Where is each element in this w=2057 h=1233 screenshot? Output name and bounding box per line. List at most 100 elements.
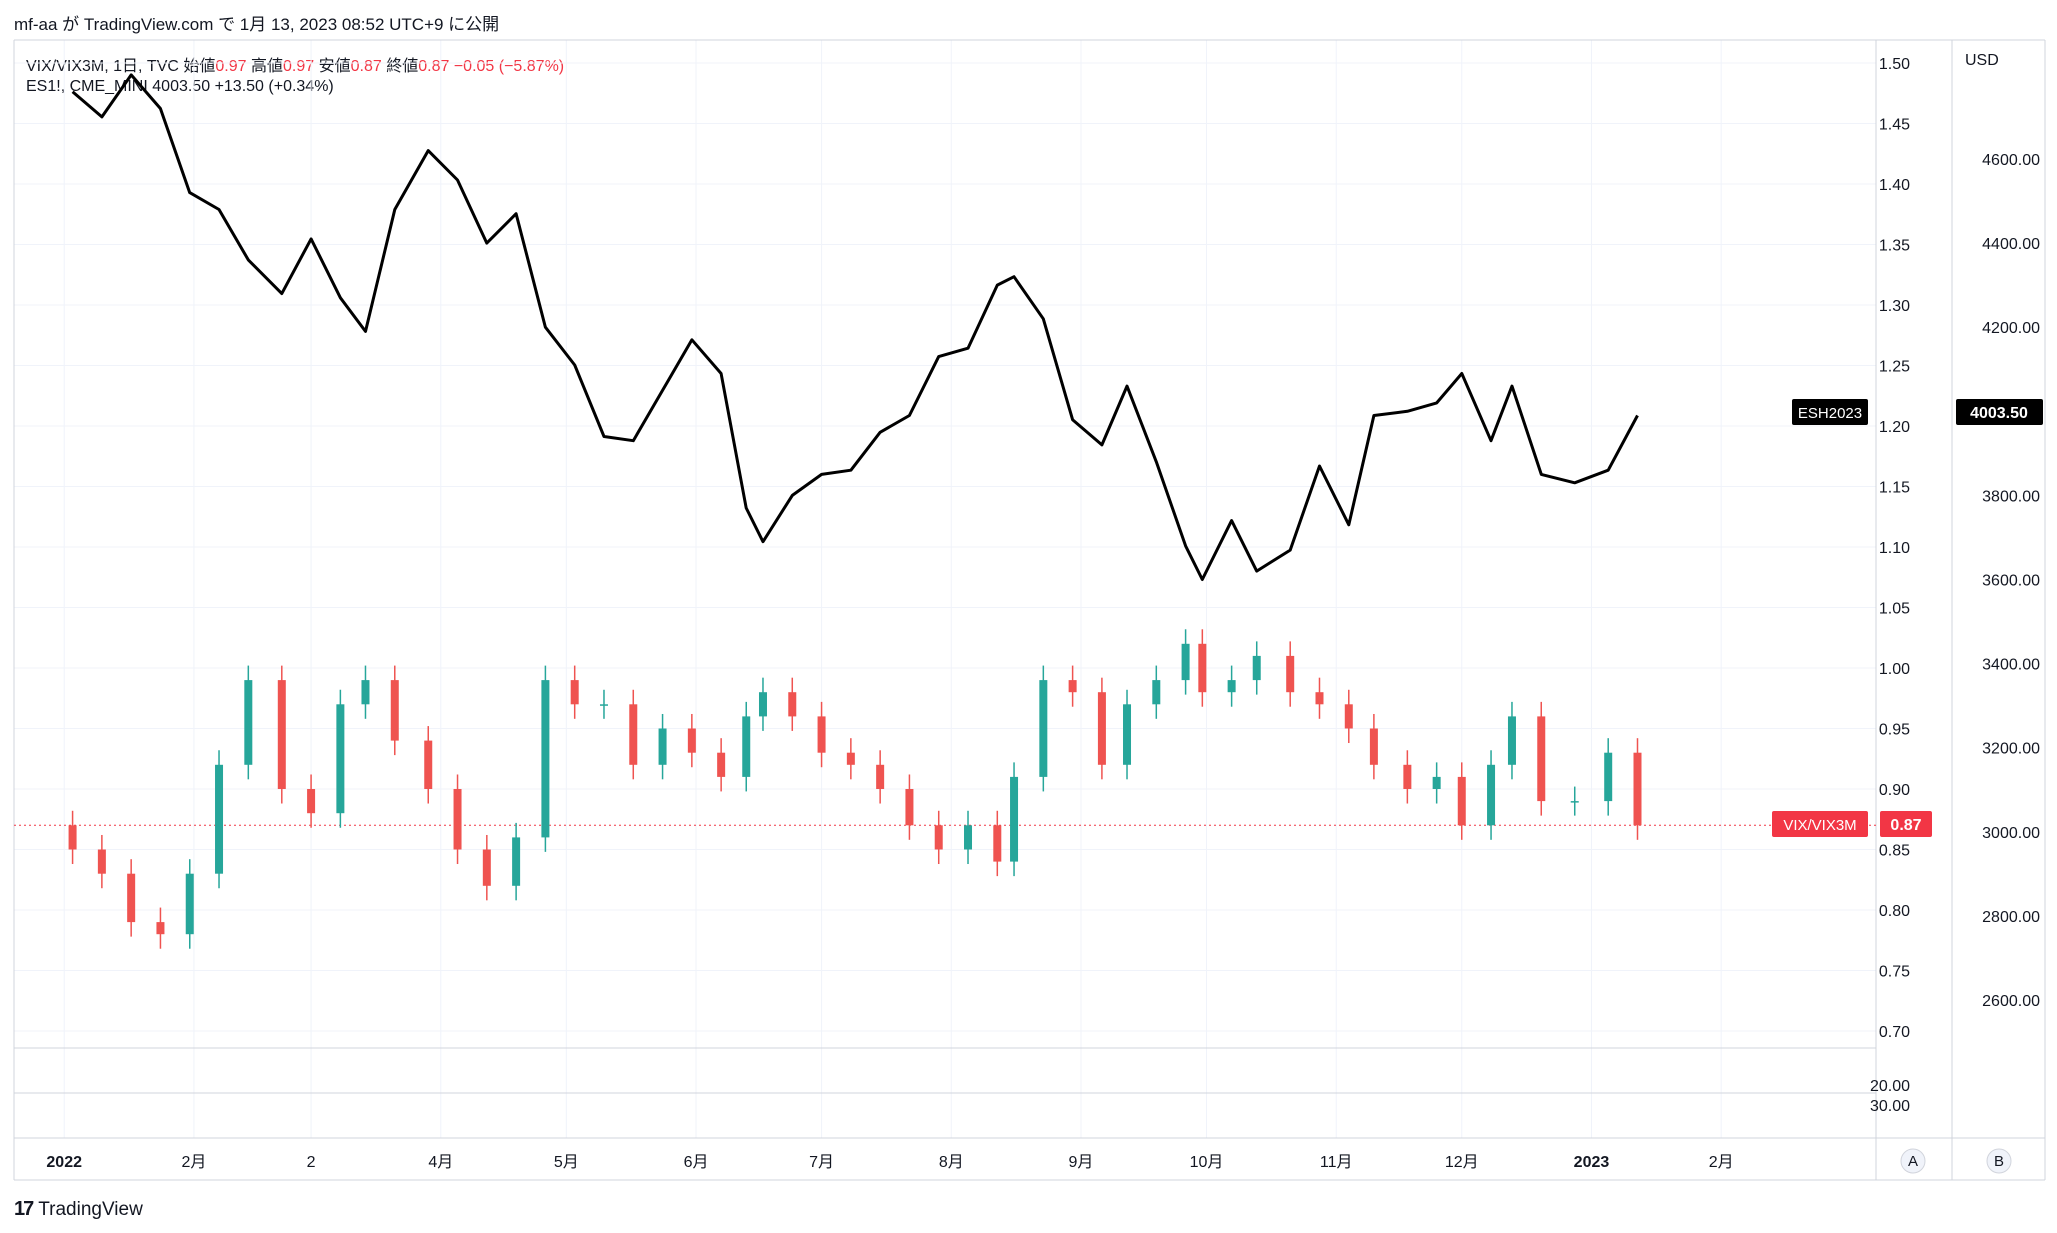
usd-tick-label: 2800.00	[1982, 909, 2040, 926]
candle	[570, 665, 579, 719]
time-tick-label: 7月	[809, 1154, 834, 1171]
usd-tick-label: 4600.00	[1982, 152, 2040, 169]
legend-series2-change: +13.50 (+0.34%)	[214, 78, 334, 95]
lower-pane-tick-label: 30.00	[1870, 1098, 1910, 1115]
ratio-tick-label: 1.00	[1879, 661, 1910, 678]
legend-low-value: 0.87	[350, 58, 382, 75]
time-tick-label: 2023	[1574, 1154, 1610, 1171]
candle	[512, 822, 521, 901]
tradingview-brand-text: TradingView	[38, 1198, 143, 1220]
candle	[1068, 665, 1077, 707]
time-tick-label: 5月	[554, 1154, 579, 1171]
lower-pane-tick-label: 20.00	[1870, 1078, 1910, 1095]
time-tick-label: 12月	[1445, 1154, 1479, 1171]
usd-tick-label: 3400.00	[1982, 657, 2040, 674]
candle	[1432, 762, 1441, 804]
publish-header-text: mf-aa が TradingView.com で 1月 13, 2023 08…	[14, 15, 500, 34]
ratio-tick-label: 1.25	[1879, 359, 1910, 376]
grid-lines	[14, 40, 1876, 1138]
candle	[97, 834, 106, 889]
time-tick-label: 2022	[46, 1154, 82, 1171]
ratio-tick-label: 0.95	[1879, 722, 1910, 739]
candle	[1286, 641, 1295, 707]
vix-badge: VIX/VIX3M	[1772, 811, 1868, 837]
candle	[934, 810, 943, 865]
time-tick-label: 2月	[181, 1154, 206, 1171]
candle	[541, 665, 550, 852]
ratio-tick-label: 0.90	[1879, 782, 1910, 799]
candle	[1457, 762, 1466, 840]
candle	[817, 701, 826, 768]
time-tick-label: 8月	[939, 1154, 964, 1171]
candle	[1123, 689, 1132, 780]
candle	[1344, 689, 1353, 744]
vix-value-badge: 0.87	[1880, 811, 1932, 837]
log-scale-button[interactable]: B	[1986, 1148, 2012, 1174]
legend-change-value: −0.05 (−5.87%)	[453, 58, 565, 75]
legend-close-label: 終値	[386, 58, 419, 75]
ratio-tick-label: 1.45	[1879, 117, 1910, 134]
time-axis: 2022 2月 2 4月 5月 6月 7月 8月 9月 10月 11月 12月 2023 2月	[46, 1154, 1733, 1171]
legend-low-label: 安値	[318, 58, 351, 75]
auto-scale-label: A	[1908, 1153, 1918, 1170]
candle	[215, 750, 224, 889]
usd-tick-label: 4400.00	[1982, 236, 2040, 253]
candle	[905, 774, 914, 840]
candle	[658, 713, 667, 780]
candle	[788, 677, 797, 731]
vix-badge-label: VIX/VIX3M	[1783, 817, 1856, 834]
legend-open-value: 0.97	[215, 58, 247, 75]
candle	[453, 774, 462, 865]
candle	[336, 689, 345, 828]
tradingview-logo-icon: 17	[14, 1198, 34, 1220]
candle	[156, 907, 165, 949]
time-tick-label: 4月	[428, 1154, 453, 1171]
legend-open-label: 始値	[183, 58, 216, 75]
ratio-tick-label: 1.15	[1879, 480, 1910, 497]
candle	[1570, 786, 1579, 816]
time-tick-label: 2月	[1709, 1154, 1734, 1171]
candle	[717, 738, 726, 792]
candle	[1010, 762, 1019, 877]
candle	[68, 810, 77, 865]
tradingview-logo[interactable]: 17 TradingView	[14, 1198, 143, 1221]
es-value-badge: 4003.50	[1956, 399, 2043, 425]
legend-close-value: 0.87	[418, 58, 450, 75]
candle	[1633, 738, 1642, 840]
es-futures-line	[71, 73, 1639, 581]
candle	[1537, 701, 1546, 816]
legend-high-value: 0.97	[283, 58, 315, 75]
ratio-tick-label: 0.70	[1879, 1024, 1910, 1041]
ratio-tick-label: 1.40	[1879, 177, 1910, 194]
es-badge-value: 4003.50	[1970, 405, 2028, 422]
usd-tick-label: 3600.00	[1982, 573, 2040, 590]
ratio-tick-label: 1.30	[1879, 298, 1910, 315]
auto-scale-button[interactable]: A	[1900, 1148, 1926, 1174]
ratio-tick-label: 0.80	[1879, 903, 1910, 920]
es-badge: ESH2023	[1792, 399, 1868, 425]
time-tick-label: 10月	[1190, 1154, 1224, 1171]
candle	[1252, 641, 1261, 695]
log-scale-label: B	[1994, 1153, 2004, 1170]
candle	[1507, 701, 1516, 780]
legend-es-futures[interactable]: ES1!, CME_MINI 4003.50 +13.50 (+0.34%)	[26, 78, 334, 96]
lower-pane-axis: 20.00 30.00	[1870, 1078, 1910, 1115]
candle	[1487, 750, 1496, 840]
candle	[244, 665, 253, 780]
es-badge-label: ESH2023	[1798, 405, 1862, 422]
candle	[876, 750, 885, 804]
candle	[1315, 677, 1324, 719]
candle	[687, 713, 696, 768]
candle	[424, 726, 433, 804]
candle	[993, 810, 1002, 877]
candle	[307, 774, 316, 828]
candle	[277, 665, 286, 804]
ratio-tick-label: 1.20	[1879, 419, 1910, 436]
usd-tick-label: 3200.00	[1982, 741, 2040, 758]
ratio-tick-label: 0.85	[1879, 843, 1910, 860]
candle	[1369, 713, 1378, 780]
candle	[185, 859, 194, 949]
candle	[1198, 629, 1207, 707]
usd-tick-label: 3800.00	[1982, 488, 2040, 505]
